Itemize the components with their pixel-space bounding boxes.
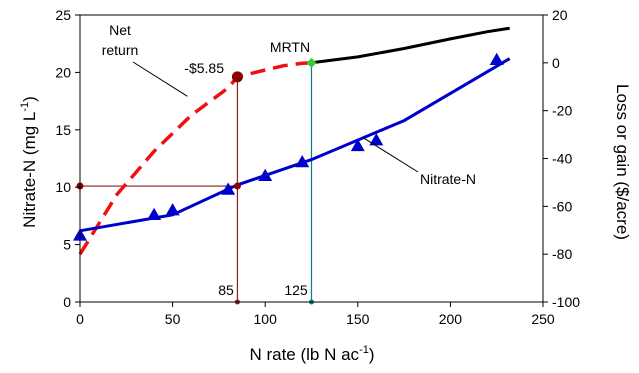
nitrate-data-point bbox=[221, 182, 236, 195]
y-left-tick-label: 25 bbox=[55, 7, 71, 23]
x-tick-label: 200 bbox=[439, 311, 463, 327]
nitrate-fit-line bbox=[79, 57, 511, 233]
nitrate-data-point bbox=[165, 203, 180, 216]
y-right-tick-label: 0 bbox=[552, 55, 560, 71]
y-right-tick-label: -40 bbox=[552, 151, 572, 167]
y-right-tick-label: -100 bbox=[552, 294, 580, 310]
mrtn-label: MRTN bbox=[270, 39, 310, 55]
y-left-tick-label: 10 bbox=[55, 179, 71, 195]
x-tick-label: 250 bbox=[531, 311, 555, 327]
net-return-pointer bbox=[132, 61, 188, 97]
marker-nitrate-85 bbox=[233, 182, 241, 190]
net-return-curve bbox=[78, 61, 312, 256]
net-return-label-line2: return bbox=[102, 42, 139, 58]
x-axis-title: N rate (lb N ac-1) bbox=[249, 344, 374, 364]
y-left-tick-label: 0 bbox=[63, 294, 71, 310]
y-left-tick-label: 15 bbox=[55, 122, 71, 138]
y-left-tick-label: 20 bbox=[55, 64, 71, 80]
x-tick-label: 50 bbox=[165, 311, 181, 327]
y-right-tick-label: -80 bbox=[552, 246, 572, 262]
nitrate-data-point bbox=[369, 133, 384, 146]
y-left-tick-label: 5 bbox=[63, 237, 71, 253]
x-tick-label: 0 bbox=[76, 311, 84, 327]
nitrate-pointer bbox=[363, 137, 419, 173]
x-tick-label: 100 bbox=[254, 311, 278, 327]
nitrate-label: Nitrate-N bbox=[420, 171, 476, 187]
y-right-axis-title: Loss or gain ($/acre) bbox=[613, 84, 632, 240]
y-right-tick-label: -20 bbox=[552, 103, 572, 119]
nitrate-data-point bbox=[350, 138, 365, 152]
nitrate-data-point bbox=[258, 168, 273, 181]
y-right-tick-label: 20 bbox=[552, 7, 568, 23]
nitrate-data-point bbox=[295, 154, 310, 168]
nitrate-points bbox=[73, 52, 504, 241]
y-right-tick-label: -60 bbox=[552, 198, 572, 214]
net-return-continuation bbox=[311, 26, 510, 65]
reference-lines bbox=[80, 62, 313, 302]
net-return-label-line1: Net bbox=[109, 22, 131, 38]
x85-label: 85 bbox=[218, 282, 234, 298]
key-markers bbox=[76, 57, 317, 305]
x-tick-label: 150 bbox=[346, 311, 370, 327]
y-left-axis-title: Nitrate-N (mg L-1) bbox=[19, 96, 39, 228]
marker-net-85 bbox=[231, 71, 243, 83]
nitrate-data-point bbox=[489, 52, 504, 66]
mrtn-marker bbox=[306, 57, 317, 68]
nitrate-data-point bbox=[147, 207, 162, 221]
value-label: -$5.85 bbox=[184, 60, 224, 76]
x125-label: 125 bbox=[284, 282, 308, 298]
